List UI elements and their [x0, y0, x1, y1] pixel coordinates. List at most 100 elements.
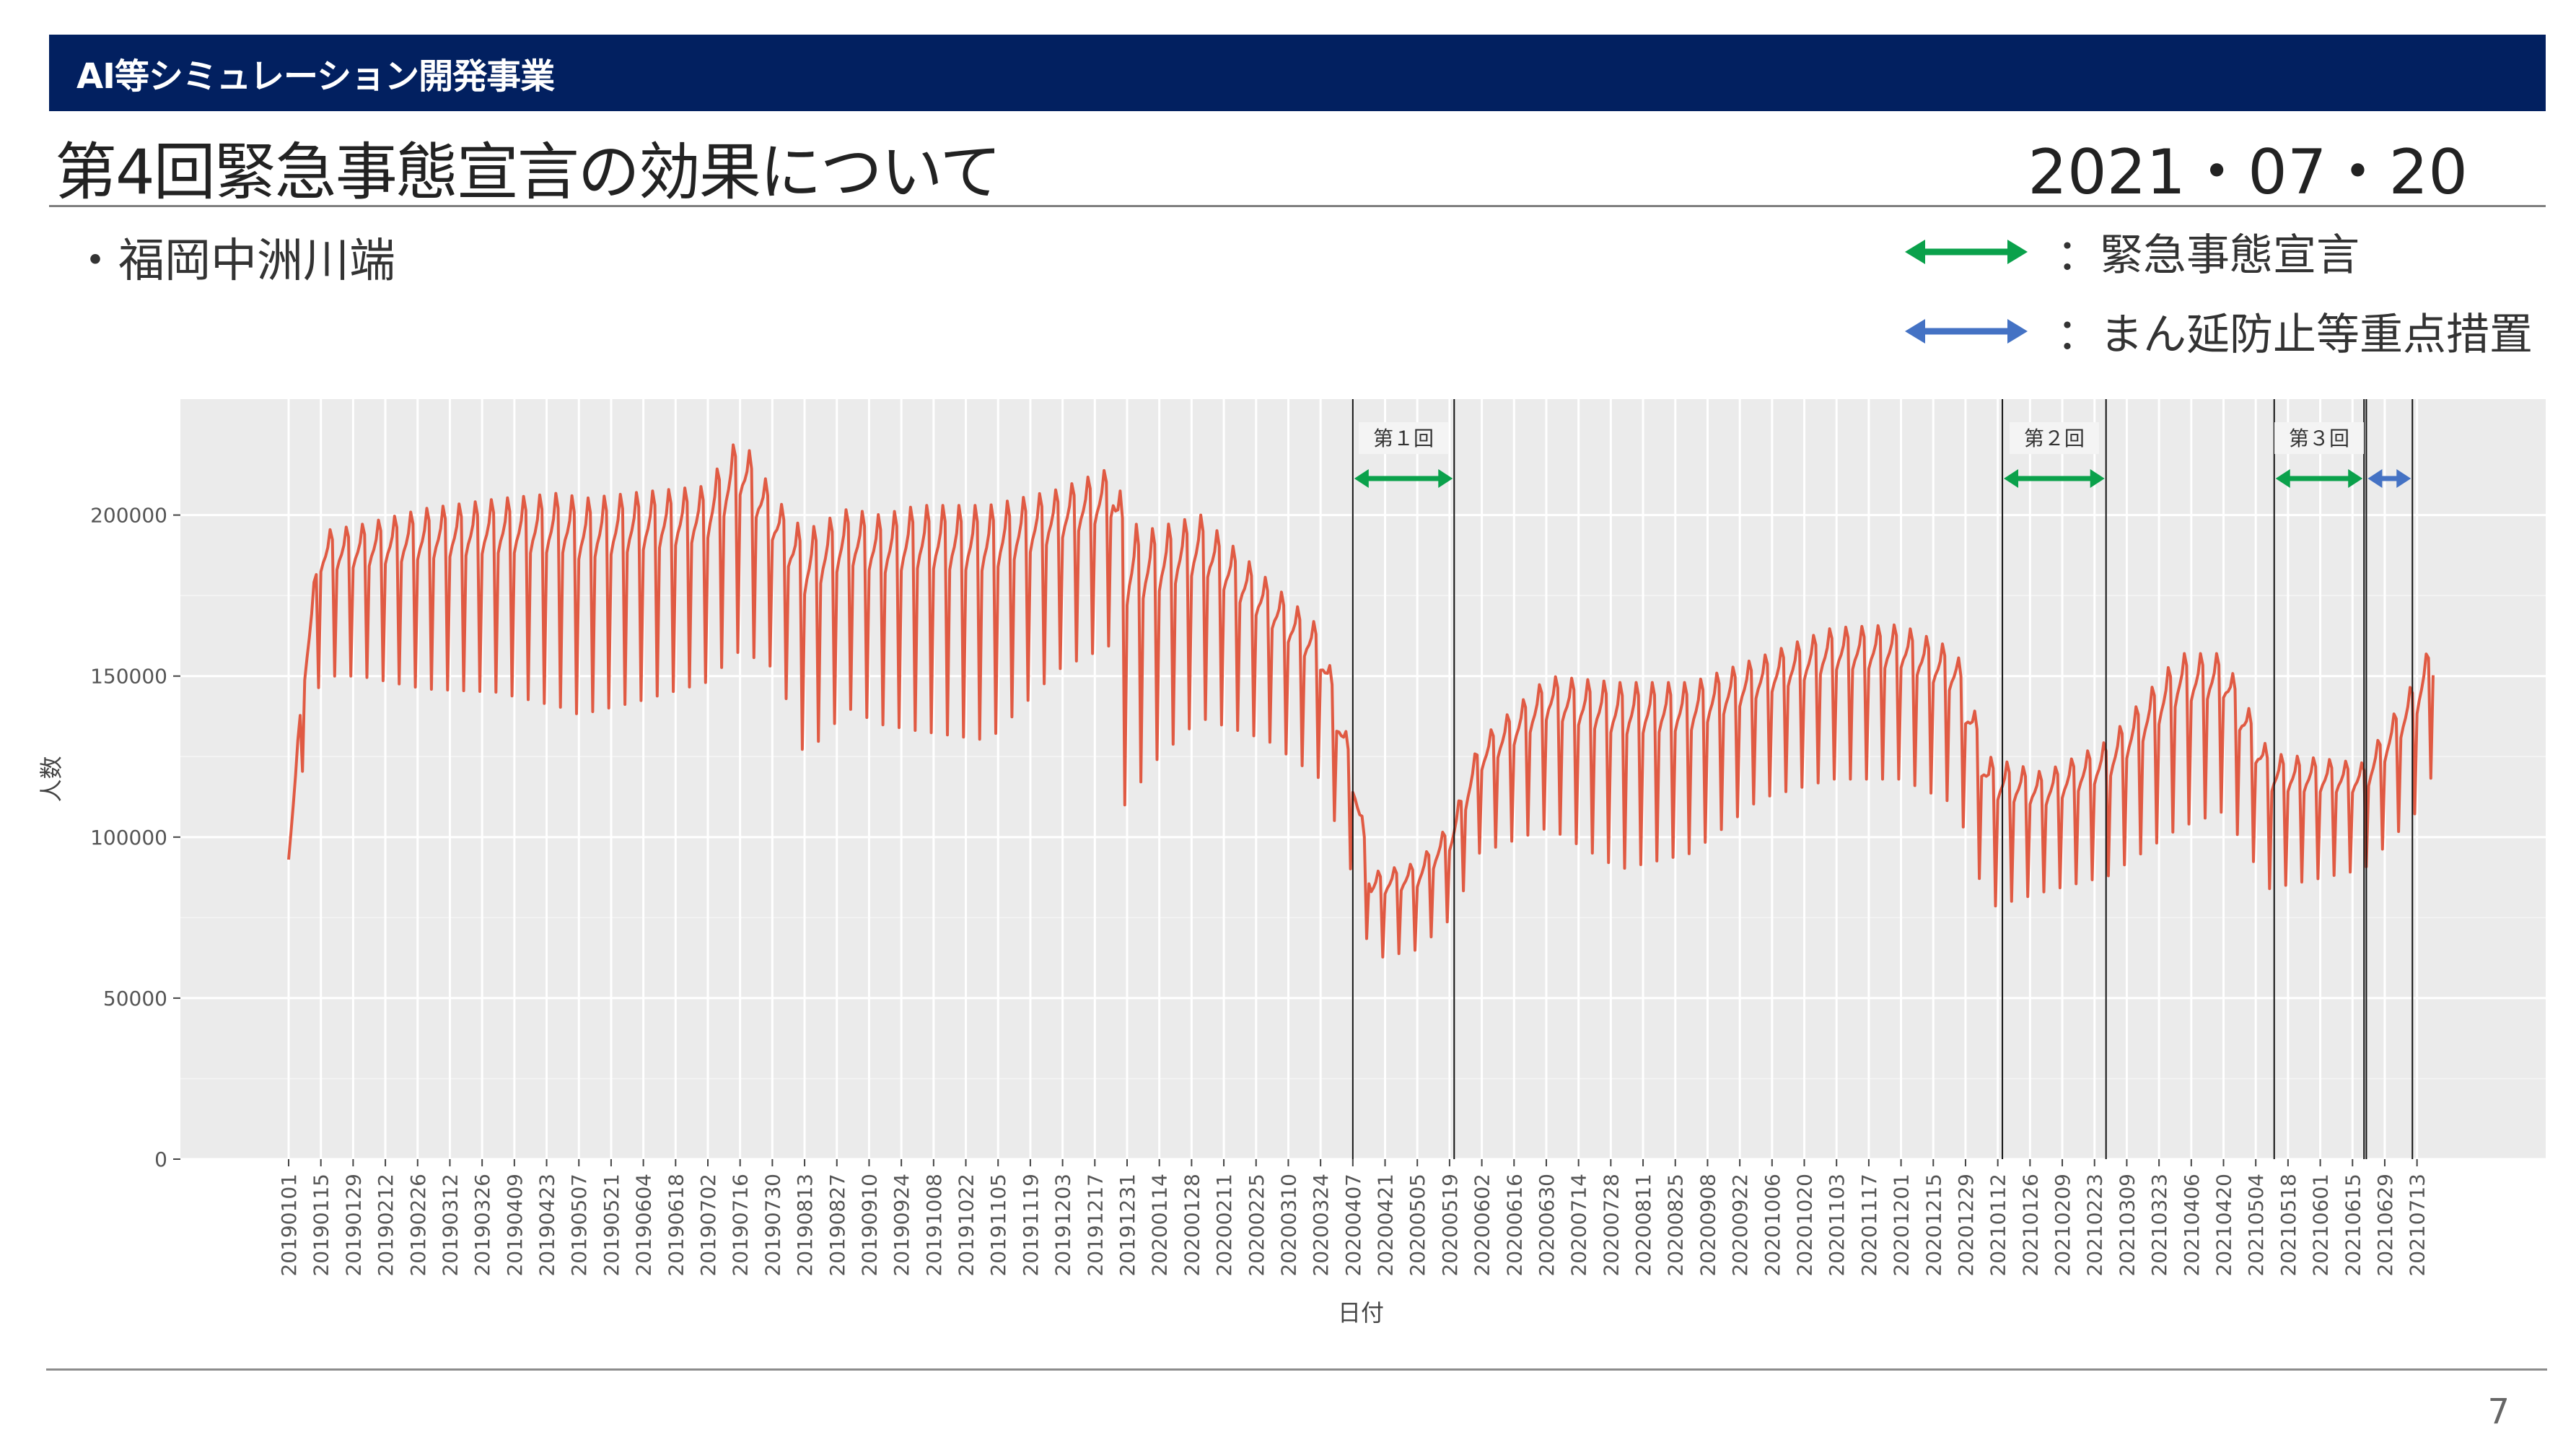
- x-tick-label: 20190521: [600, 1174, 623, 1277]
- section-header-bar: AI等シミュレーション開発事業: [49, 35, 2546, 111]
- legend-item-priority-measures: ：まん延防止等重点措置: [1905, 300, 2533, 362]
- x-tick-label: 20191203: [1051, 1174, 1075, 1277]
- x-tick-label: 20200225: [1245, 1174, 1269, 1277]
- x-tick-label: 20200616: [1502, 1174, 1526, 1277]
- event-label-box: [1359, 422, 1449, 454]
- x-tick-label: 20210223: [2083, 1174, 2107, 1277]
- x-tick-label: 20191008: [922, 1174, 946, 1277]
- x-tick-label: 20210209: [2051, 1174, 2075, 1277]
- x-tick-label: 20210309: [2115, 1174, 2139, 1277]
- x-tick-label: 20190226: [406, 1174, 430, 1277]
- x-tick-label: 20190312: [438, 1174, 462, 1277]
- x-tick-label: 20190716: [729, 1174, 753, 1277]
- legend-item-emergency: ：緊急事態宣言: [1905, 220, 2360, 283]
- x-tick-label: 20201229: [1954, 1174, 1978, 1277]
- x-tick-label: 20201215: [1922, 1174, 1945, 1277]
- x-tick-label: 20210112: [1986, 1174, 2010, 1277]
- legend-label-priority-measures: ：まん延防止等重点措置: [2056, 310, 2533, 360]
- event-label: 第１回: [1373, 427, 1434, 450]
- y-axis-title: 人数: [38, 756, 65, 802]
- legend-label-emergency: ：緊急事態宣言: [2056, 230, 2360, 281]
- x-tick-label: 20190618: [664, 1174, 688, 1277]
- x-tick-label: 20200908: [1696, 1174, 1719, 1277]
- x-tick-label: 20191105: [986, 1174, 1010, 1277]
- x-tick-label: 20200421: [1374, 1174, 1398, 1277]
- x-tick-label: 20210406: [2180, 1174, 2204, 1277]
- x-tick-label: 20191119: [1019, 1174, 1043, 1277]
- x-tick-label: 20190827: [825, 1174, 849, 1277]
- y-tick-label: 150000: [90, 665, 167, 689]
- event-arrow-3: [2275, 469, 2363, 488]
- x-tick-label: 20190409: [503, 1174, 527, 1277]
- x-tick-label: 20200811: [1631, 1174, 1655, 1277]
- y-tick-label: 200000: [90, 504, 167, 528]
- x-tick-label: 20201117: [1857, 1174, 1881, 1277]
- arrow-head-right: [1438, 469, 1453, 488]
- x-tick-label: 20200519: [1438, 1174, 1462, 1277]
- location-subtitle: ・福岡中洲川端: [72, 235, 395, 288]
- event-arrow-1: [1354, 469, 1453, 488]
- x-tick-label: 20200602: [1471, 1174, 1494, 1277]
- x-tick-label: 20200211: [1212, 1174, 1236, 1277]
- x-tick-label: 20191022: [955, 1174, 978, 1277]
- x-tick-label: 20200128: [1180, 1174, 1204, 1277]
- x-tick-label: 20200714: [1567, 1174, 1591, 1277]
- slide-title: 第4回緊急事態宣言の効果について: [55, 136, 1002, 209]
- arrow-head-left: [2004, 469, 2019, 488]
- event-label-box: [2274, 422, 2364, 454]
- title-divider: [49, 205, 2546, 207]
- x-tick-label: 20200505: [1406, 1174, 1429, 1277]
- y-tick-label: 100000: [90, 826, 167, 850]
- arrow-head-left: [1354, 469, 1369, 488]
- x-tick-label: 20191231: [1116, 1174, 1139, 1277]
- x-tick-label: 20190101: [277, 1174, 301, 1277]
- x-tick-label: 20190326: [470, 1174, 494, 1277]
- arrow-head-left: [2275, 469, 2290, 488]
- arrow-head-right: [2090, 469, 2105, 488]
- x-tick-label: 20200825: [1664, 1174, 1688, 1277]
- x-tick-label: 20190730: [761, 1174, 784, 1277]
- x-tick-label: 20200407: [1341, 1174, 1365, 1277]
- x-tick-label: 20201201: [1890, 1174, 1914, 1277]
- event-arrow-4: [2367, 469, 2411, 488]
- y-tick-label: 0: [154, 1148, 167, 1171]
- x-tick-label: 20200324: [1309, 1174, 1333, 1277]
- x-tick-label: 20190212: [374, 1174, 398, 1277]
- event-label-box: [2009, 422, 2099, 454]
- x-tick-label: 20190813: [793, 1174, 817, 1277]
- arrow-head-left: [2367, 469, 2383, 488]
- event-arrow-2: [2004, 469, 2105, 488]
- arrow-head-right: [2396, 469, 2411, 488]
- x-tick-label: 20191217: [1083, 1174, 1107, 1277]
- x-tick-label: 20190115: [310, 1174, 333, 1277]
- green-double-arrow-icon: [1905, 239, 2028, 264]
- x-tick-label: 20200630: [1535, 1174, 1559, 1277]
- x-tick-label: 20190423: [535, 1174, 559, 1277]
- x-tick-label: 20190924: [890, 1174, 914, 1277]
- x-tick-label: 20201103: [1825, 1174, 1849, 1277]
- page-number: 7: [2487, 1392, 2510, 1432]
- x-tick-label: 20200114: [1148, 1174, 1172, 1277]
- x-tick-label: 20190507: [567, 1174, 591, 1277]
- x-tick-label: 20190604: [632, 1174, 656, 1277]
- x-tick-label: 20210629: [2373, 1174, 2397, 1277]
- event-label: 第３回: [2289, 427, 2349, 450]
- x-tick-label: 20200922: [1728, 1174, 1752, 1277]
- x-tick-label: 20210713: [2406, 1174, 2430, 1277]
- x-tick-label: 20200310: [1276, 1174, 1300, 1277]
- arrow-head-right: [2348, 469, 2363, 488]
- x-tick-label: 20210615: [2341, 1174, 2365, 1277]
- section-header-label: AI等シミュレーション開発事業: [76, 56, 555, 97]
- series-line: [287, 443, 2435, 958]
- x-tick-label: 20201006: [1761, 1174, 1784, 1277]
- x-tick-label: 20201020: [1793, 1174, 1817, 1277]
- x-tick-label: 20210504: [2244, 1174, 2268, 1277]
- y-tick-label: 50000: [103, 987, 167, 1010]
- x-tick-label: 20190129: [341, 1174, 365, 1277]
- slide-date: 2021・07・20: [2028, 136, 2468, 209]
- x-tick-label: 20210601: [2309, 1174, 2333, 1277]
- x-tick-label: 20210420: [2212, 1174, 2236, 1277]
- x-tick-label: 20210323: [2147, 1174, 2171, 1277]
- x-tick-label: 20190910: [857, 1174, 881, 1277]
